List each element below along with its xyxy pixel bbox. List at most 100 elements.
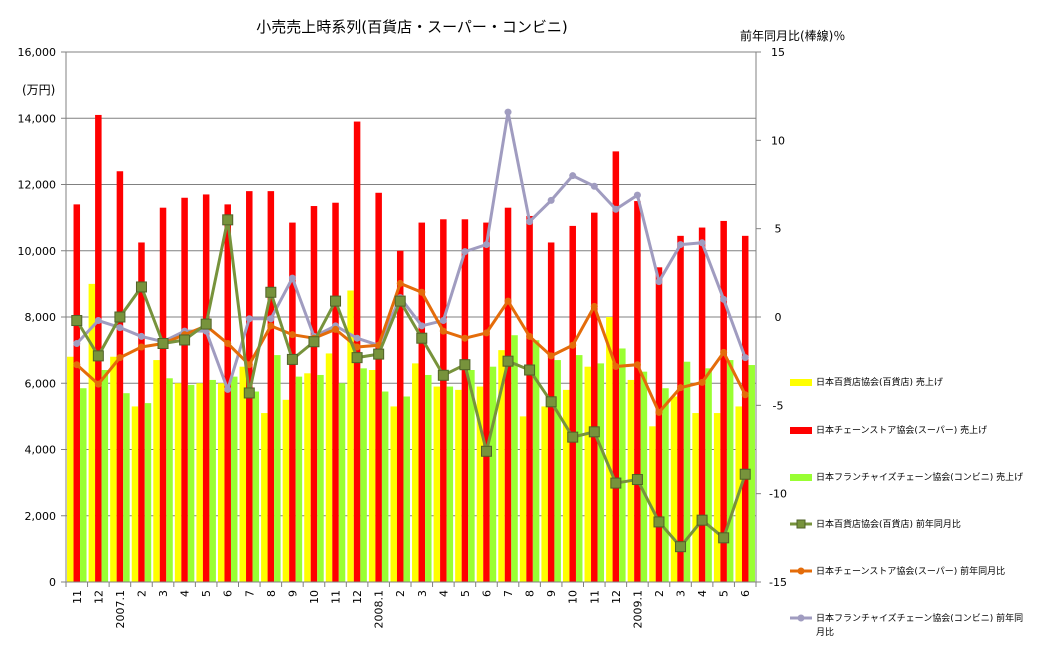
- bar-dept: [541, 406, 548, 582]
- x-tick-label: 9: [286, 590, 299, 597]
- bar-super: [202, 194, 210, 582]
- bar-super: [591, 212, 598, 582]
- left-tick-label: 6,000: [25, 377, 57, 390]
- x-tick-label: 6: [739, 590, 752, 597]
- marker-conv: [590, 182, 598, 190]
- marker-conv: [504, 108, 512, 116]
- bar-conv: [144, 403, 152, 583]
- x-tick-label: 2: [653, 590, 666, 597]
- marker-super: [396, 279, 404, 287]
- marker-dept: [610, 477, 622, 489]
- legend-label: 日本百貨店協会(百貨店) 売上げ: [816, 376, 943, 388]
- bar-dept: [153, 360, 160, 582]
- bar-conv: [511, 335, 518, 582]
- legend-label: 日本チェーンストア協会(スーパー) 売上げ: [816, 424, 987, 436]
- x-tick-label: 7: [502, 590, 515, 597]
- bar-conv: [317, 374, 324, 582]
- marker-conv: [655, 278, 663, 286]
- bar-dept: [174, 383, 182, 582]
- marker-super: [94, 380, 102, 388]
- marker-dept: [502, 355, 514, 367]
- marker-conv: [482, 241, 490, 249]
- marker-dept: [739, 468, 751, 480]
- marker-dept: [92, 350, 104, 362]
- marker-super: [504, 297, 512, 305]
- right-axis-label: 前年同月比(棒線)％: [740, 28, 845, 43]
- marker-dept: [653, 516, 665, 528]
- legend-swatch: [790, 427, 812, 434]
- marker-super: [720, 348, 728, 356]
- x-tick-label: 2: [135, 590, 148, 597]
- marker-dept: [222, 214, 234, 226]
- marker-super: [590, 302, 598, 310]
- marker-dept: [631, 474, 643, 486]
- marker-dept: [524, 364, 536, 376]
- left-tick-label: 16,000: [18, 46, 57, 59]
- x-tick-label: 12: [351, 590, 364, 604]
- marker-dept: [179, 334, 191, 346]
- bar-conv: [532, 340, 540, 582]
- bar-dept: [562, 389, 570, 583]
- bar-dept: [433, 386, 441, 582]
- marker-conv: [73, 340, 81, 347]
- bar-conv: [101, 370, 109, 582]
- bars-group: [67, 114, 755, 583]
- marker-dept: [351, 352, 363, 364]
- bar-dept: [476, 386, 484, 582]
- bar-conv: [468, 370, 475, 582]
- marker-dept: [437, 369, 449, 381]
- left-tick-label: 4,000: [25, 444, 57, 457]
- bar-conv: [295, 376, 303, 583]
- marker-dept: [308, 336, 320, 348]
- right-tick-label: -10: [769, 488, 787, 501]
- marker-dept: [480, 445, 492, 457]
- bar-dept: [131, 406, 139, 582]
- x-tick-label: 9: [545, 590, 558, 597]
- bar-conv: [187, 384, 195, 582]
- bar-dept: [584, 366, 592, 582]
- bar-super: [698, 227, 706, 582]
- bar-super: [310, 206, 318, 582]
- marker-conv: [439, 317, 447, 325]
- marker-conv: [698, 239, 706, 247]
- x-tick-label: 8: [524, 590, 537, 597]
- marker-super: [569, 341, 577, 349]
- left-tick-label: 8,000: [25, 311, 57, 324]
- bar-dept: [455, 389, 462, 583]
- marker-dept: [416, 332, 428, 344]
- marker-super: [116, 354, 124, 362]
- bar-super: [547, 242, 555, 582]
- bar-dept: [282, 399, 290, 582]
- x-tick-label: 2008.1: [373, 590, 386, 629]
- bar-dept: [239, 366, 247, 582]
- left-tick-label: 12,000: [18, 179, 57, 192]
- marker-conv: [94, 317, 102, 325]
- bar-super: [95, 114, 102, 582]
- x-tick-label: 4: [696, 590, 709, 597]
- x-tick-label: 11: [330, 590, 343, 604]
- right-tick-label: 0: [775, 311, 782, 324]
- bar-super: [720, 220, 727, 582]
- marker-dept: [696, 514, 708, 526]
- marker-super: [698, 378, 706, 386]
- axes-group: [61, 51, 761, 587]
- marker-dept: [286, 353, 298, 365]
- marker-conv: [353, 334, 361, 342]
- x-tick-label: 3: [157, 590, 170, 597]
- marker-super: [245, 361, 253, 369]
- x-tick-label: 7: [243, 590, 256, 597]
- x-tick-label: 12: [92, 590, 105, 604]
- bar-conv: [640, 371, 648, 582]
- x-tick-label: 3: [416, 590, 429, 597]
- bar-dept: [217, 383, 225, 582]
- bar-dept: [692, 413, 699, 582]
- bar-super: [418, 222, 426, 582]
- marker-super: [677, 384, 685, 392]
- right-tick-label: -15: [769, 576, 787, 589]
- x-tick-label: 5: [718, 590, 731, 597]
- x-tick-label: 5: [459, 590, 472, 597]
- marker-dept: [265, 286, 277, 298]
- marker-dept: [394, 295, 406, 307]
